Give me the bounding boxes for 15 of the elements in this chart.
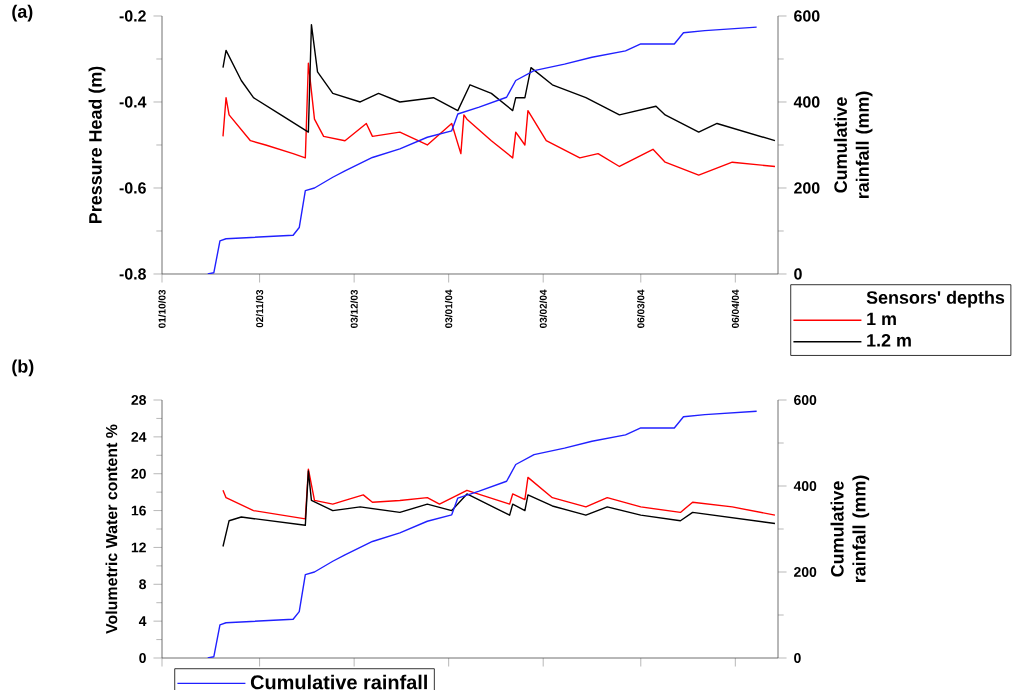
line-series: [222, 468, 776, 520]
y-axis-title: Pressure Head (m): [88, 66, 106, 224]
line-series: [207, 410, 758, 658]
line-series: [222, 62, 776, 176]
line-series: [222, 470, 776, 548]
chart-title: (a): [12, 4, 33, 22]
legend-label: Cumulative rainfall: [250, 674, 427, 690]
legend-label: 1.2 m: [867, 333, 911, 347]
y2-axis-title: Cumulative rainfall (mm): [833, 91, 873, 199]
legend-title: Sensors' depths: [866, 290, 1005, 308]
legend-label: 1 m: [867, 312, 896, 325]
line-series: [222, 23, 776, 142]
chart-title: (b): [12, 359, 34, 377]
line-series: [207, 26, 758, 274]
y2-axis-title: Cumulative rainfall (mm): [830, 475, 870, 583]
